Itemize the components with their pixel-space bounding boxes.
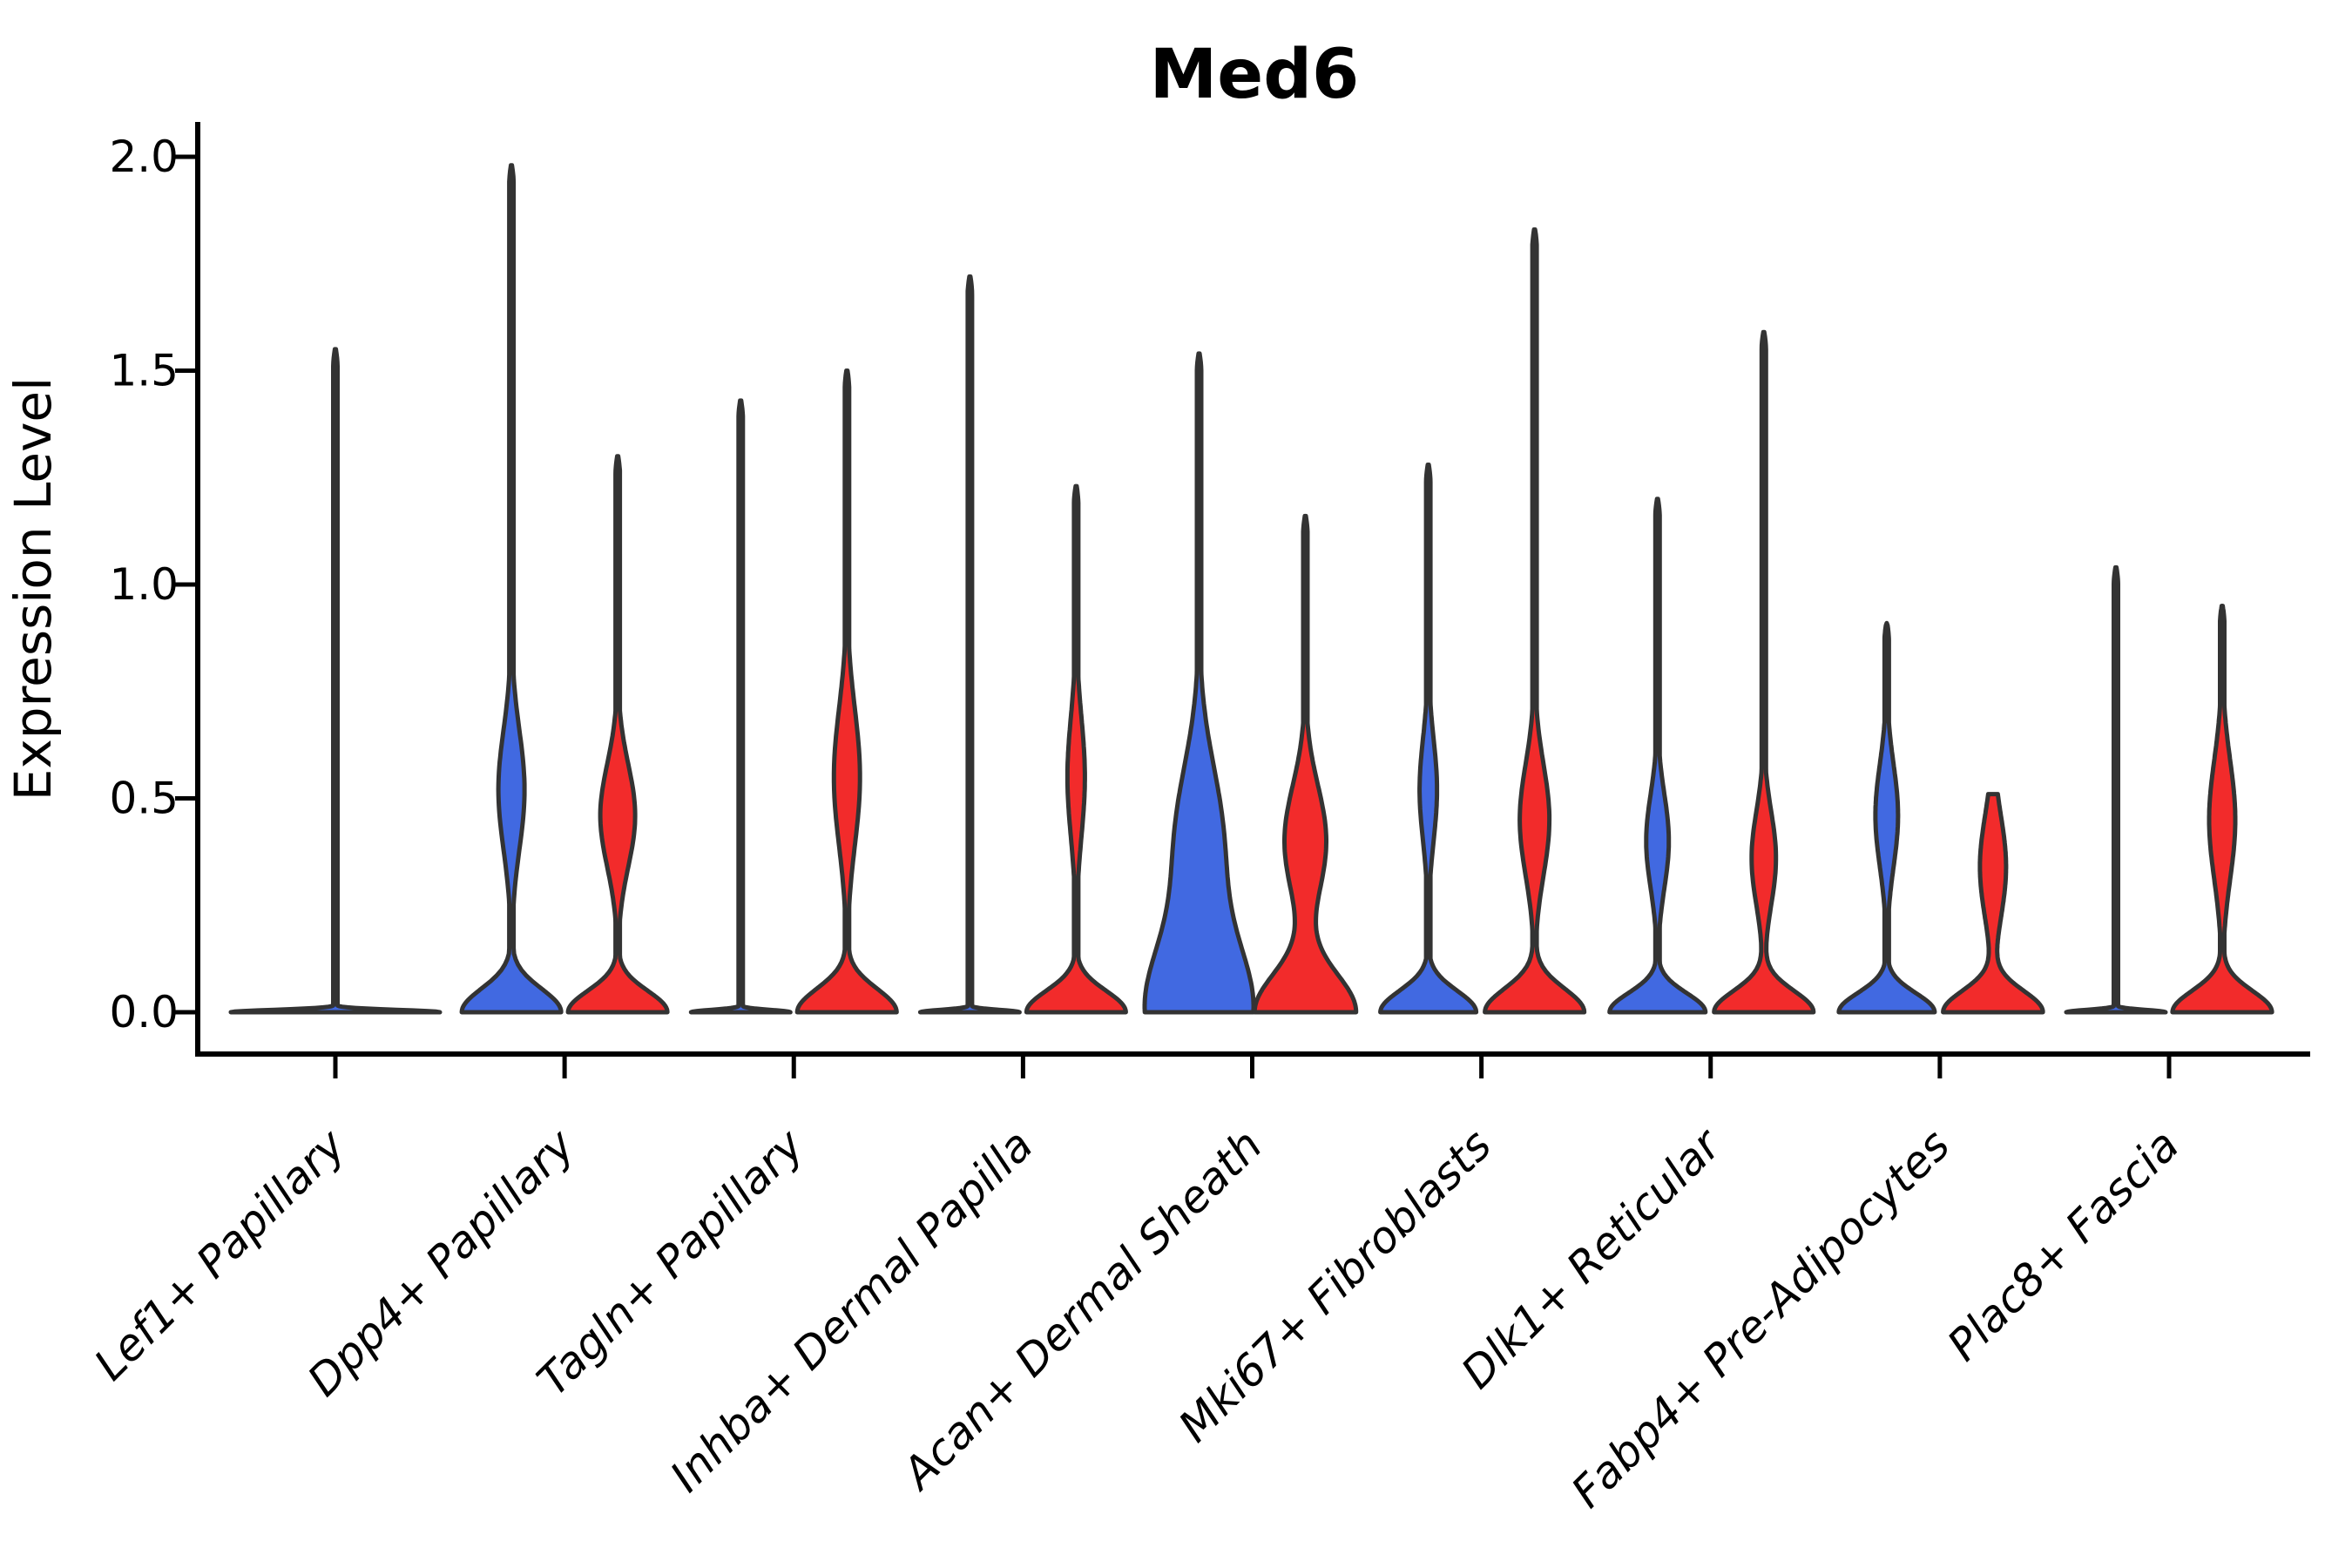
violins-layer (228, 163, 2274, 1015)
violin-fabp4-pre-adipocytes-blue (1836, 620, 1937, 1015)
y-axis-label: Expression Level (3, 377, 63, 801)
violin-dlk1-reticular-blue (1607, 497, 1708, 1015)
x-tick-label-fabp4-pre-adipocytes: Fabp4+ Pre-Adipocytes (1562, 1119, 1960, 1517)
y-tick-label-1.5: 1.5 (109, 346, 179, 396)
violin-dpp4-papillary-blue (459, 163, 564, 1015)
violin-acan-dermal-sheath-blue (1142, 351, 1256, 1015)
violin-inhba-dermal-papilla-red (1024, 483, 1128, 1015)
y-tick-label-2.0: 2.0 (109, 132, 179, 182)
chart-title: Med6 (1150, 36, 1360, 114)
violin-dlk1-reticular-red (1712, 329, 1816, 1015)
violin-tagln-papillary-blue (688, 398, 793, 1015)
x-tick-label-acan-dermal-sheath: Acan+ Dermal Sheath (891, 1119, 1272, 1500)
x-tick-label-plac8-fascia: Plac8+ Fascia (1938, 1119, 2189, 1370)
violin-mki67-fibroblasts-blue (1378, 463, 1479, 1015)
violin-plac8-fascia-red (2170, 604, 2274, 1015)
axes-layer (175, 122, 2310, 1078)
violin-fabp4-pre-adipocytes-red (1941, 792, 2045, 1015)
y-tick-label-0.5: 0.5 (109, 774, 179, 824)
violin-acan-dermal-sheath-red (1252, 513, 1359, 1015)
y-tick-label-1.0: 1.0 (109, 559, 179, 610)
violin-mki67-fibroblasts-red (1483, 227, 1587, 1015)
x-tick-label-inhba-dermal-papilla: Inhba+ Dermal Papilla (660, 1119, 1042, 1501)
violin-dpp4-papillary-red (565, 454, 670, 1015)
y-tick-label-0.0: 0.0 (109, 987, 179, 1037)
violin-inhba-dermal-papilla-blue (917, 274, 1022, 1015)
violin-lef1-papillary-blue (228, 347, 443, 1015)
x-tick-label-lef1-papillary: Lef1+ Papillary (84, 1119, 355, 1389)
violin-tagln-papillary-red (794, 368, 899, 1015)
violin-plac8-fascia-blue (2064, 564, 2168, 1015)
